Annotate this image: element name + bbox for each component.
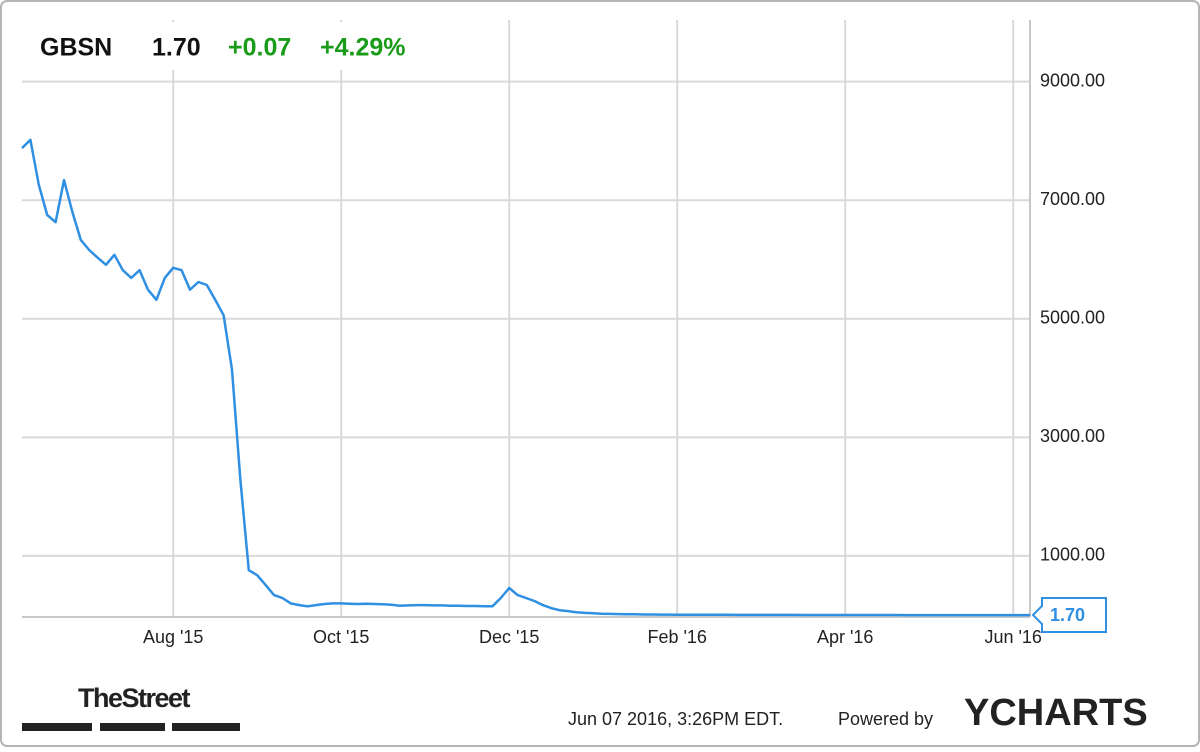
price-line: [21, 138, 1030, 617]
last-value-label: 1.70: [1050, 605, 1085, 625]
source-logo: TheStreet: [78, 683, 191, 713]
grid: [22, 20, 1030, 617]
x-tick-label: Jun '16: [984, 627, 1041, 647]
symbol: GBSN: [40, 34, 112, 62]
logo-bar: [100, 723, 165, 731]
logo-bar: [22, 723, 92, 731]
plot: [21, 138, 1030, 617]
y-tick-label: 3000.00: [1040, 426, 1105, 446]
timestamp: Jun 07 2016, 3:26PM EDT.: [568, 709, 783, 729]
y-tick-label: 7000.00: [1040, 189, 1105, 209]
brand[interactable]: YCHARTS: [964, 692, 1148, 734]
price: 1.70: [152, 34, 201, 62]
powered-by: Powered by: [838, 709, 933, 729]
x-tick-label: Feb '16: [647, 627, 706, 647]
x-tick-label: Aug '15: [143, 627, 204, 647]
change: +0.07: [228, 34, 291, 62]
y-tick-label: 1000.00: [1040, 545, 1105, 565]
last-value-box: [1031, 597, 1107, 633]
change-pct: +4.29%: [320, 34, 406, 62]
x-tick-label: Oct '15: [313, 627, 369, 647]
y-tick-label: 9000.00: [1040, 70, 1105, 90]
x-tick-label: Dec '15: [479, 627, 539, 647]
logo-bar: [172, 723, 240, 731]
x-tick-label: Apr '16: [817, 627, 873, 647]
y-tick-label: 5000.00: [1040, 308, 1105, 328]
header-box: [22, 22, 445, 70]
